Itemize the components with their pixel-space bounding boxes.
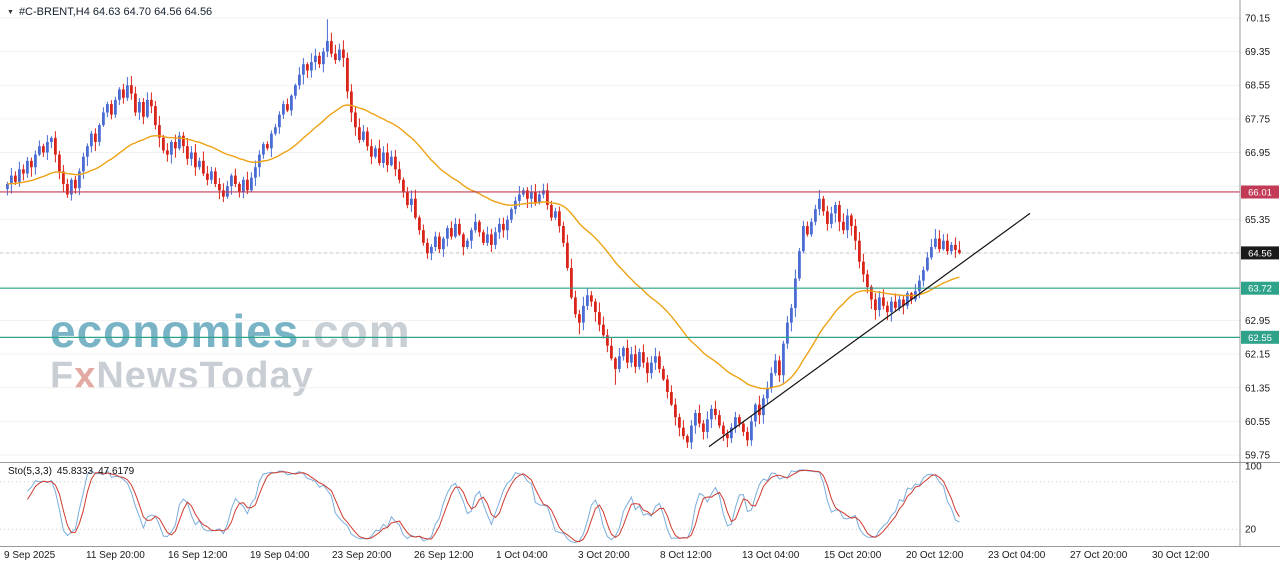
candlesticks xyxy=(6,19,961,449)
stochastic-name: Sto(5,3,3) xyxy=(8,466,52,477)
svg-text:62.55: 62.55 xyxy=(1248,333,1272,344)
watermark-line2-f: F xyxy=(50,354,75,397)
time-axis-label: 23 Sep 20:00 xyxy=(332,550,392,561)
time-axis-label: 27 Oct 20:00 xyxy=(1070,550,1128,561)
stochastic-d-value: 47.6179 xyxy=(98,466,135,477)
watermark: economies.com FxNewsToday xyxy=(50,308,411,396)
ascending-trendline[interactable] xyxy=(708,212,1031,448)
svg-text:64.56: 64.56 xyxy=(1248,248,1272,259)
gridlines xyxy=(0,17,1240,456)
price-tick-label: 62.95 xyxy=(1245,316,1270,327)
price-badge: 62.55 xyxy=(1241,330,1279,344)
time-axis-label: 8 Oct 12:00 xyxy=(660,550,712,561)
time-axis-label: 23 Oct 04:00 xyxy=(988,550,1046,561)
symbol-info-bar: ▼ #C-BRENT,H4 64.63 64.70 64.56 64.56 xyxy=(7,6,212,18)
price-badge: 66.01 xyxy=(1241,185,1279,199)
svg-text:66.01: 66.01 xyxy=(1248,188,1272,199)
chevron-down-icon[interactable]: ▼ xyxy=(7,8,14,16)
sto-axis-label: 100 xyxy=(1245,462,1262,473)
time-axis-label: 3 Oct 20:00 xyxy=(578,550,630,561)
time-axis-label: 19 Sep 04:00 xyxy=(250,550,310,561)
watermark-line2: FxNewsToday xyxy=(50,357,411,396)
time-axis-label: 1 Oct 04:00 xyxy=(496,550,548,561)
sto-axis-label: 20 xyxy=(1245,525,1257,536)
watermark-tld: .com xyxy=(299,305,411,357)
time-axis-label: 20 Oct 12:00 xyxy=(906,550,964,561)
watermark-line1: economies.com xyxy=(50,308,411,355)
time-axis-label: 15 Oct 20:00 xyxy=(824,550,882,561)
svg-text:63.72: 63.72 xyxy=(1248,284,1272,295)
time-axis-label: 9 Sep 2025 xyxy=(4,550,56,561)
moving-average-line xyxy=(7,104,960,390)
stochastic-k-value: 45.8333 xyxy=(56,466,94,477)
price-tick-label: 59.75 xyxy=(1245,451,1270,462)
time-axis-label: 13 Oct 04:00 xyxy=(742,550,800,561)
price-tick-label: 60.55 xyxy=(1245,417,1270,428)
watermark-brand: economies xyxy=(50,305,300,357)
price-tick-label: 69.35 xyxy=(1245,47,1270,58)
time-axis-label: 16 Sep 12:00 xyxy=(168,550,228,561)
price-tick-label: 65.35 xyxy=(1245,215,1270,226)
price-tick-label: 70.15 xyxy=(1245,14,1270,25)
price-tick-label: 66.95 xyxy=(1245,148,1270,159)
watermark-line2-x: x xyxy=(74,354,97,397)
price-tick-label: 61.35 xyxy=(1245,383,1270,394)
time-axis-label: 11 Sep 20:00 xyxy=(86,550,145,561)
symbol-ohlc-label: #C-BRENT,H4 64.63 64.70 64.56 64.56 xyxy=(18,6,213,18)
stochastic-d-line xyxy=(26,469,960,543)
price-tick-label: 67.75 xyxy=(1245,114,1270,125)
price-tick-label: 68.55 xyxy=(1245,81,1270,92)
time-axis-label: 30 Oct 12:00 xyxy=(1152,550,1210,561)
price-tick-label: 62.15 xyxy=(1245,350,1270,361)
time-axis-label: 26 Sep 12:00 xyxy=(414,550,474,561)
price-badge: 64.56 xyxy=(1241,246,1279,260)
stochastic-label: Sto(5,3,3) 45.8333 47.6179 xyxy=(8,466,139,477)
price-badge: 63.72 xyxy=(1241,281,1279,295)
watermark-line2-rest: NewsToday xyxy=(96,354,314,397)
